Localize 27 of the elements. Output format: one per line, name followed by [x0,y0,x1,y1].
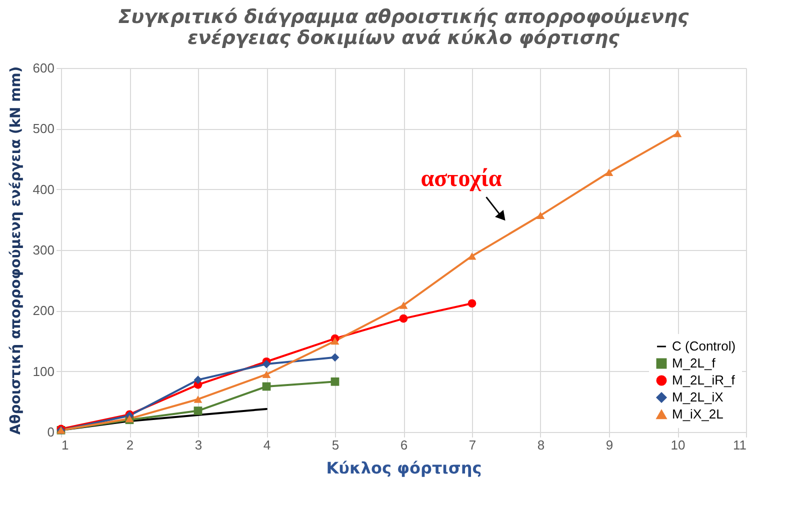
x-tick-label: 2 [126,438,134,452]
y-tick-label: 200 [32,303,54,318]
x-tick-label: 5 [332,438,340,452]
x-tick-label: 4 [263,438,271,452]
y-axis-title: Αθροιστική απορροφούμενη ενέργεια (kN mm) [8,66,24,435]
x-tick-label: 8 [537,438,545,452]
legend-label: M_2L_iX [672,390,724,404]
y-tick-label: 500 [32,121,54,136]
y-tick-label: 400 [32,182,54,197]
x-tick-label: 7 [468,438,476,452]
x-tick-label: 1 [62,438,69,452]
legend-label: C (Control) [672,338,736,354]
x-axis-title: Κύκλος φόρτισης [326,458,482,478]
y-tick-label: 0 [47,424,54,440]
annotation: αστοχία [420,166,502,192]
x-tick-label: 6 [400,438,408,452]
x-tick-label: 9 [606,438,614,452]
legend-label: M_2L_iR_f [672,372,736,388]
legend-label: M_iX_2L [672,406,724,422]
legend-label: M_2L_f [672,356,716,370]
x-tick-label: 10 [670,438,686,452]
x-tick-label: 3 [194,438,202,452]
x-tick-label: 11 [733,438,746,452]
chart-title: Συγκριτικό διάγραμμα αθροιστικής απορροφούμενης ενέργειας δοκιμίων ανά κύκλο φόρτισης [118,6,690,49]
y-tick-label: 300 [32,242,54,258]
y-tick-label: 100 [32,364,54,379]
y-tick-label: 600 [32,60,54,76]
